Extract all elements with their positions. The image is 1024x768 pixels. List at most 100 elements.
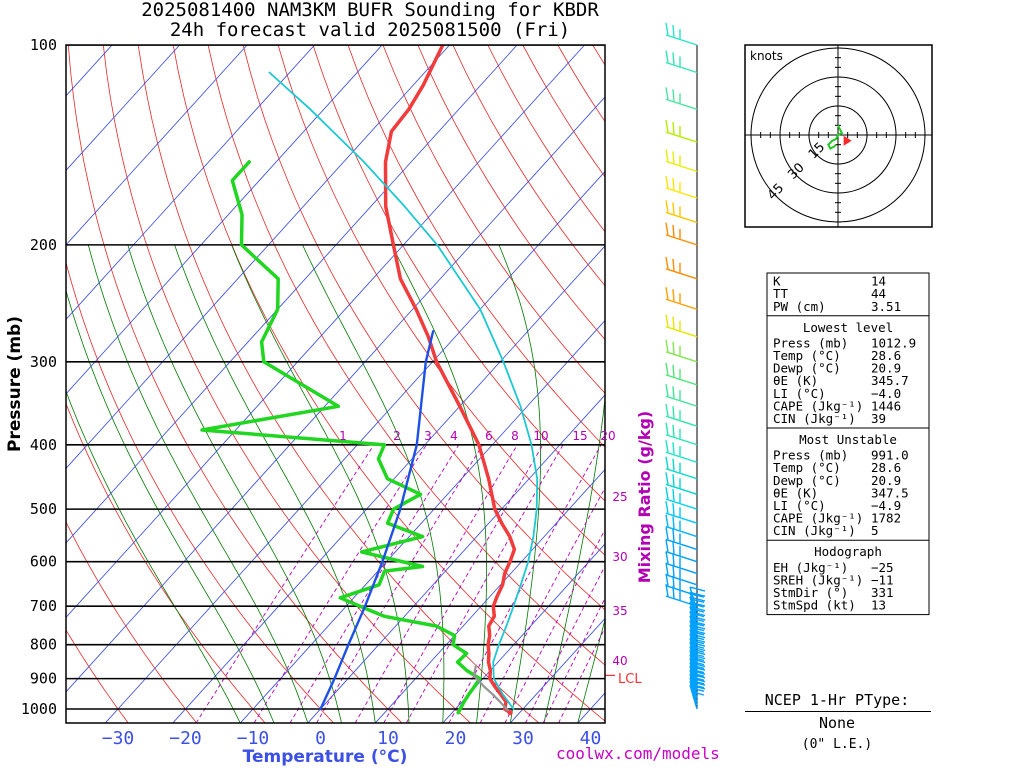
wind-barb: [665, 384, 698, 407]
barb-flag: [672, 258, 675, 271]
barb-shaft: [665, 584, 698, 597]
chart-title: 2025081400 NAM3KM BUFR Sounding for KBDR: [141, 0, 599, 21]
isotherm: [66, 45, 450, 469]
barb-flag: [665, 440, 669, 453]
hodograph-index-value: −25: [871, 560, 894, 575]
barb-shaft: [689, 670, 698, 695]
general-value: 44: [871, 286, 886, 301]
barb-flag: [672, 529, 675, 542]
wind-barb: [665, 287, 698, 310]
storm-motion-marker: [843, 135, 852, 146]
barb-flag: [672, 289, 675, 302]
mixing-ratio-label: 40: [612, 654, 627, 668]
barb-shaft: [689, 654, 698, 679]
wind-barb: [665, 50, 698, 74]
barb-flag: [665, 527, 669, 540]
wind-barb: [665, 472, 698, 495]
moist-adiabat: [302, 244, 445, 723]
barb-shaft: [665, 374, 698, 386]
most-unstable-value: 28.6: [871, 460, 901, 475]
wind-barb: [665, 22, 698, 46]
wind-barb: [665, 314, 698, 338]
y-axis-title: Pressure (mb): [5, 316, 25, 452]
hodograph-index-label: SREH (Jkg⁻¹): [773, 572, 863, 587]
wind-barb: [665, 527, 698, 551]
mixing-ratio-line: [354, 444, 518, 723]
barb-flag: [672, 424, 675, 437]
x-tick-label: 0: [315, 728, 326, 749]
isotherm: [172, 245, 605, 723]
lowest-level-value: 345.7: [871, 373, 909, 388]
isotherm: [442, 543, 605, 723]
hodograph-index-label: EH (Jkg⁻¹): [773, 560, 848, 575]
barb-shaft: [689, 606, 698, 631]
barb-flag: [672, 406, 675, 419]
wind-barb: [665, 562, 698, 586]
hodograph-index-label: StmDir (°): [773, 585, 848, 600]
barb-flag: [665, 50, 669, 63]
dry-adiabat: [382, 45, 605, 394]
hodograph-index-label: StmSpd (kt): [773, 598, 856, 613]
dry-adiabat: [347, 45, 605, 448]
hodograph-index-value: 331: [871, 585, 894, 600]
wind-barb: [665, 422, 698, 446]
dry-adiabat: [66, 629, 129, 723]
barb-flag: [665, 562, 669, 575]
barb-flag: [672, 503, 675, 516]
barb-shaft: [665, 551, 698, 563]
moist-adiabat: [231, 244, 410, 723]
x-tick-label: −10: [237, 728, 270, 749]
barb-flag: [672, 541, 675, 554]
barb-flag: [665, 384, 669, 397]
x-tick-label: 10: [377, 728, 399, 749]
wind-barb: [665, 339, 698, 363]
most-unstable-value: 991.0: [871, 448, 909, 463]
barb-flag: [672, 474, 675, 487]
y-tick-label: 700: [30, 597, 57, 615]
barb-shaft: [689, 601, 698, 627]
barb-shaft: [665, 395, 698, 407]
barb-shaft: [665, 451, 698, 463]
barb-flag: [665, 573, 669, 586]
barb-shaft: [689, 586, 698, 612]
mixing-ratio-line: [448, 444, 602, 723]
barb-flag: [665, 362, 669, 376]
profile-line-3: [472, 664, 512, 714]
barb-shaft: [665, 98, 698, 111]
dry-adiabat: [207, 45, 605, 666]
barb-flag: [665, 22, 669, 36]
barb-shaft: [689, 615, 698, 641]
y-tick-label: 800: [30, 636, 57, 654]
barb-shaft: [689, 681, 698, 706]
barb-shaft: [665, 468, 698, 480]
barb-flag: [665, 287, 669, 300]
barb-shaft: [689, 637, 698, 663]
barb-flag: [672, 364, 675, 377]
isotherm: [104, 170, 605, 723]
isotherm: [307, 394, 605, 723]
profile-line-2: [268, 71, 539, 710]
general-value: 14: [871, 274, 886, 289]
lowest-level-label: CAPE (Jkg⁻¹): [773, 398, 863, 413]
barb-flag: [665, 501, 669, 514]
mixing-ratio-label: 15: [572, 429, 587, 443]
dry-adiabat: [312, 45, 605, 502]
ptype-value: None: [818, 714, 856, 732]
barb-shaft: [689, 650, 698, 675]
barb-shaft: [689, 666, 698, 691]
most-unstable-label: Temp (°C): [773, 460, 841, 475]
wind-barb: [665, 501, 698, 524]
barb-shaft: [689, 677, 698, 702]
dry-adiabat: [66, 402, 266, 723]
barb-flag: [665, 222, 669, 235]
moist-adiabat: [87, 244, 309, 723]
ptype-divider: [745, 711, 931, 712]
mixing-ratio-line: [525, 565, 605, 723]
barb-flag: [689, 586, 706, 592]
mixing-ratio-line: [542, 597, 605, 723]
lowest-level-value: 28.6: [871, 348, 901, 363]
credit-link[interactable]: coolwx.com/models: [556, 744, 720, 763]
barb-shaft: [665, 434, 698, 446]
barb-flag: [672, 177, 675, 191]
barb-shaft: [665, 298, 698, 310]
